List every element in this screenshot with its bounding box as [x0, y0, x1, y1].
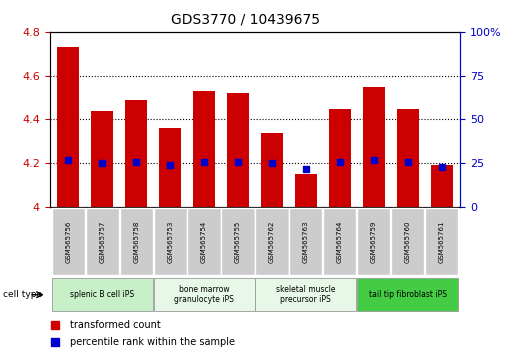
Text: transformed count: transformed count [70, 320, 161, 330]
FancyBboxPatch shape [187, 209, 221, 275]
Bar [159, 128, 181, 207]
Text: GSM565764: GSM565764 [337, 221, 343, 263]
FancyBboxPatch shape [323, 209, 356, 275]
Bar [227, 93, 249, 207]
Text: GSM565754: GSM565754 [201, 221, 207, 263]
FancyBboxPatch shape [221, 209, 255, 275]
Bar [261, 133, 283, 207]
FancyBboxPatch shape [357, 278, 458, 312]
Bar [193, 91, 215, 207]
FancyBboxPatch shape [52, 209, 85, 275]
FancyBboxPatch shape [86, 209, 119, 275]
FancyBboxPatch shape [425, 209, 458, 275]
FancyBboxPatch shape [357, 209, 390, 275]
Text: GSM565758: GSM565758 [133, 221, 139, 263]
Bar [396, 109, 419, 207]
Text: GSM565761: GSM565761 [439, 220, 445, 263]
Bar [58, 47, 79, 207]
Text: GSM565762: GSM565762 [269, 221, 275, 263]
Bar [329, 109, 351, 207]
Text: GSM565753: GSM565753 [167, 221, 173, 263]
Text: GSM565760: GSM565760 [405, 220, 411, 263]
Text: GSM565763: GSM565763 [303, 220, 309, 263]
Text: skeletal muscle
precursor iPS: skeletal muscle precursor iPS [276, 285, 336, 304]
Bar [91, 111, 113, 207]
FancyBboxPatch shape [255, 278, 356, 312]
FancyBboxPatch shape [120, 209, 153, 275]
FancyBboxPatch shape [255, 209, 289, 275]
Bar [295, 174, 317, 207]
Bar [362, 87, 385, 207]
Text: tail tip fibroblast iPS: tail tip fibroblast iPS [369, 290, 447, 299]
FancyBboxPatch shape [391, 209, 424, 275]
FancyBboxPatch shape [154, 209, 187, 275]
Bar [430, 165, 452, 207]
FancyBboxPatch shape [289, 209, 323, 275]
Text: GSM565757: GSM565757 [99, 221, 105, 263]
FancyBboxPatch shape [154, 278, 255, 312]
Text: bone marrow
granulocyte iPS: bone marrow granulocyte iPS [174, 285, 234, 304]
Text: GSM565755: GSM565755 [235, 221, 241, 263]
FancyBboxPatch shape [52, 278, 153, 312]
Text: percentile rank within the sample: percentile rank within the sample [70, 337, 235, 347]
Text: GSM565756: GSM565756 [65, 221, 71, 263]
Bar [125, 100, 147, 207]
Text: cell type: cell type [3, 290, 42, 299]
Text: GSM565759: GSM565759 [371, 221, 377, 263]
Text: splenic B cell iPS: splenic B cell iPS [70, 290, 134, 299]
Text: GDS3770 / 10439675: GDS3770 / 10439675 [172, 12, 320, 27]
